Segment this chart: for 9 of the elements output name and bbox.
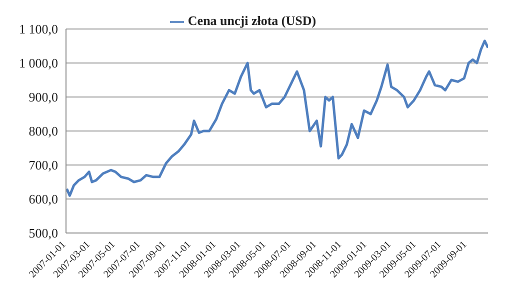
y-tick-label: 1 100,0: [19, 22, 58, 37]
line-series: [66, 40, 488, 197]
y-tick-label: 900,0: [28, 90, 58, 105]
y-tick-label: 500,0: [28, 226, 58, 241]
y-tick-label: 700,0: [28, 158, 58, 173]
y-tick-label: 600,0: [28, 192, 58, 207]
legend-label: Cena uncji złota (USD): [188, 13, 316, 28]
y-tick-label: 800,0: [28, 124, 58, 139]
y-tick-label: 1 000,0: [19, 56, 58, 71]
